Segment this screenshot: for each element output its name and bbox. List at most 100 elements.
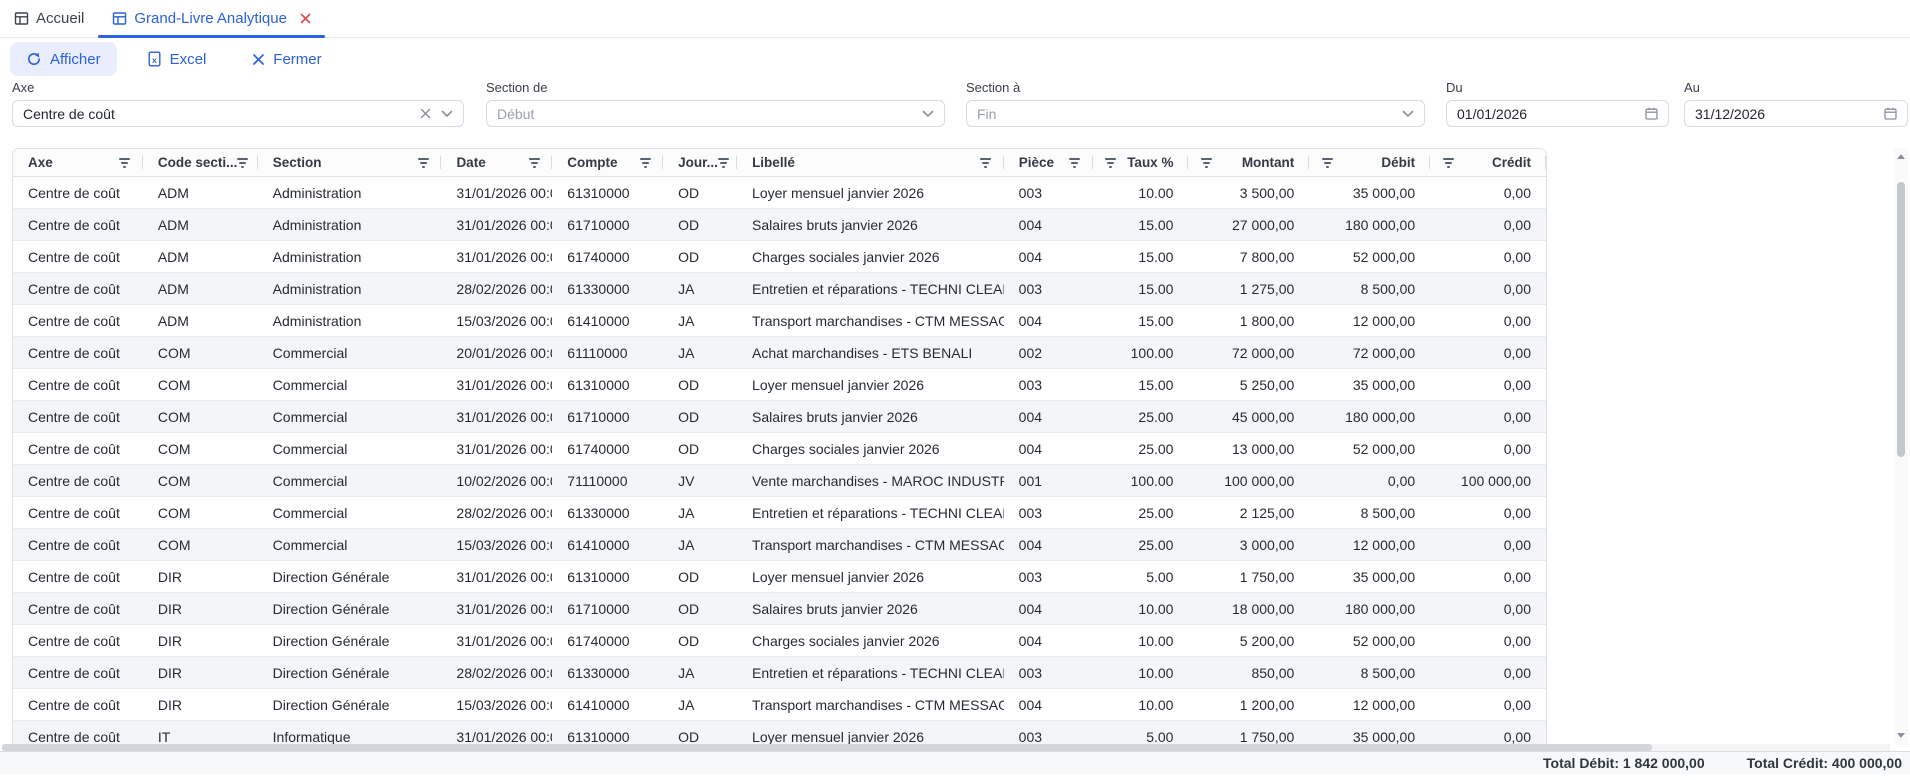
au-date-input[interactable]: 31/12/2026 <box>1684 100 1908 127</box>
scroll-up-icon[interactable] <box>1897 154 1905 159</box>
tab-grand-livre-analytique[interactable]: Grand-Livre Analytique <box>98 0 325 38</box>
fermer-button[interactable]: Fermer <box>236 42 337 76</box>
filter-funnel-icon[interactable] <box>528 157 540 168</box>
table-cell: 12 000,00 <box>1352 536 1416 553</box>
field-label: Section à <box>966 80 1021 95</box>
vertical-scrollbar-thumb[interactable] <box>1897 182 1905 457</box>
table-row[interactable]: Centre de coût IT Informatique 31/01/2026 0… <box>13 721 1546 745</box>
table-cell: Charges sociales janvier 2026 <box>752 440 940 457</box>
table-row[interactable]: Centre de coût DIR Direction Générale 31/01… <box>13 625 1546 657</box>
filter-funnel-icon[interactable] <box>980 157 992 168</box>
vertical-scrollbar[interactable] <box>1894 148 1908 744</box>
column-header[interactable]: Pièce <box>1004 149 1093 176</box>
table-cell: 31/01/2026 00:0 <box>456 632 553 649</box>
table-cell: ADM <box>157 216 189 233</box>
filter-funnel-icon[interactable] <box>1200 157 1212 168</box>
chevron-down-icon[interactable] <box>1402 110 1414 118</box>
table-cell: 004 <box>1018 632 1043 649</box>
table-row[interactable]: Centre de coût COM Commercial 31/01/2026 00… <box>13 369 1546 401</box>
column-header[interactable]: Jour... <box>663 149 737 176</box>
table-cell: Commercial <box>272 408 348 425</box>
table-cell: OD <box>678 408 700 425</box>
filter-funnel-icon[interactable] <box>717 157 729 168</box>
table-row[interactable]: Centre de coût DIR Direction Générale 31/01… <box>13 593 1546 625</box>
section-a-select[interactable]: Fin <box>966 100 1425 127</box>
close-icon[interactable] <box>300 13 311 24</box>
horizontal-scrollbar[interactable] <box>2 744 1890 751</box>
table-cell: 31/01/2026 00:0 <box>456 568 553 585</box>
table-cell: 35 000,00 <box>1352 184 1416 201</box>
column-header[interactable]: Code secti... <box>143 149 258 176</box>
column-header[interactable]: Montant <box>1188 149 1310 176</box>
column-header[interactable]: Débit <box>1309 149 1430 176</box>
field-value: Fin <box>977 105 997 122</box>
filter-funnel-icon[interactable] <box>119 157 131 168</box>
table-row[interactable]: Centre de coût ADM Administration 15/03/202… <box>13 305 1546 337</box>
du-date-input[interactable]: 01/01/2026 <box>1446 100 1669 127</box>
tab-accueil[interactable]: Accueil <box>0 0 98 37</box>
table-row[interactable]: Centre de coût DIR Direction Générale 28/02… <box>13 657 1546 689</box>
column-header[interactable]: Section <box>258 149 442 176</box>
axe-select[interactable]: Centre de coût <box>12 100 464 127</box>
filter-funnel-icon[interactable] <box>639 157 651 168</box>
table-cell: COM <box>157 504 191 521</box>
column-header[interactable]: Crédit <box>1430 149 1546 176</box>
clear-icon[interactable] <box>420 108 431 119</box>
table-cell: 180 000,00 <box>1345 408 1416 425</box>
table-row[interactable]: Centre de coût COM Commercial 15/03/2026 00… <box>13 529 1546 561</box>
afficher-button[interactable]: Afficher <box>10 42 117 76</box>
column-header[interactable]: Axe <box>13 149 143 176</box>
chevron-down-icon[interactable] <box>922 110 934 118</box>
filter-funnel-icon[interactable] <box>1069 157 1081 168</box>
filter-funnel-icon[interactable] <box>1321 157 1333 168</box>
table-cell: 004 <box>1018 216 1043 233</box>
table-cell: Centre de coût <box>28 696 120 713</box>
excel-button[interactable]: x Excel <box>131 42 223 76</box>
column-header[interactable]: Compte <box>552 149 664 176</box>
filter-funnel-icon[interactable] <box>1442 157 1454 168</box>
table-cell: COM <box>157 344 191 361</box>
scroll-down-icon[interactable] <box>1897 733 1905 738</box>
table-cell: Direction Générale <box>272 632 390 649</box>
column-header[interactable]: Libellé <box>737 149 1004 176</box>
table-cell: JA <box>678 536 695 553</box>
calendar-icon[interactable] <box>1884 107 1897 120</box>
refresh-icon <box>26 51 42 67</box>
filter-funnel-icon[interactable] <box>237 157 249 168</box>
grid-icon <box>14 11 29 26</box>
table-cell: Salaires bruts janvier 2026 <box>752 600 918 617</box>
table-row[interactable]: Centre de coût DIR Direction Générale 15/03… <box>13 689 1546 721</box>
table-cell: Centre de coût <box>28 472 120 489</box>
filter-funnel-icon[interactable] <box>417 157 429 168</box>
au-field: Au 31/12/2026 <box>1684 80 1908 127</box>
table-cell: DIR <box>157 664 182 681</box>
filter-funnel-icon[interactable] <box>1105 157 1117 168</box>
table-cell: 18 000,00 <box>1232 600 1295 617</box>
table-row[interactable]: Centre de coût COM Commercial 31/01/2026 00… <box>13 401 1546 433</box>
calendar-icon[interactable] <box>1645 107 1658 120</box>
table-cell: 180 000,00 <box>1345 216 1416 233</box>
chevron-down-icon[interactable] <box>441 110 453 118</box>
table-cell: Direction Générale <box>272 664 390 681</box>
table-cell: 003 <box>1018 280 1043 297</box>
table-row[interactable]: Centre de coût ADM Administration 31/01/202… <box>13 241 1546 273</box>
table-row[interactable]: Centre de coût ADM Administration 31/01/202… <box>13 209 1546 241</box>
table-row[interactable]: Centre de coût DIR Direction Générale 31/01… <box>13 561 1546 593</box>
section-de-select[interactable]: Début <box>486 100 945 127</box>
svg-text:x: x <box>152 55 157 65</box>
table-cell: 61110000 <box>567 344 628 361</box>
table-row[interactable]: Centre de coût COM Commercial 31/01/2026 00… <box>13 433 1546 465</box>
table-row[interactable]: Centre de coût ADM Administration 31/01/202… <box>13 177 1546 209</box>
table-row[interactable]: Centre de coût COM Commercial 20/01/2026 00… <box>13 337 1546 369</box>
table-cell: 20/01/2026 00:0 <box>456 344 553 361</box>
table-cell: 31/01/2026 00:0 <box>456 184 553 201</box>
table-cell: 61310000 <box>567 728 630 745</box>
filter-bar: Axe Centre de coût Section de Début <box>0 80 1910 130</box>
table-row[interactable]: Centre de coût COM Commercial 10/02/2026 00… <box>13 465 1546 497</box>
column-header[interactable]: Date <box>441 149 553 176</box>
table-cell: 61710000 <box>567 600 630 617</box>
table-row[interactable]: Centre de coût ADM Administration 28/02/202… <box>13 273 1546 305</box>
table-row[interactable]: Centre de coût COM Commercial 28/02/2026 00… <box>13 497 1546 529</box>
horizontal-scrollbar-thumb[interactable] <box>2 744 1652 751</box>
column-header[interactable]: Taux % <box>1093 149 1189 176</box>
